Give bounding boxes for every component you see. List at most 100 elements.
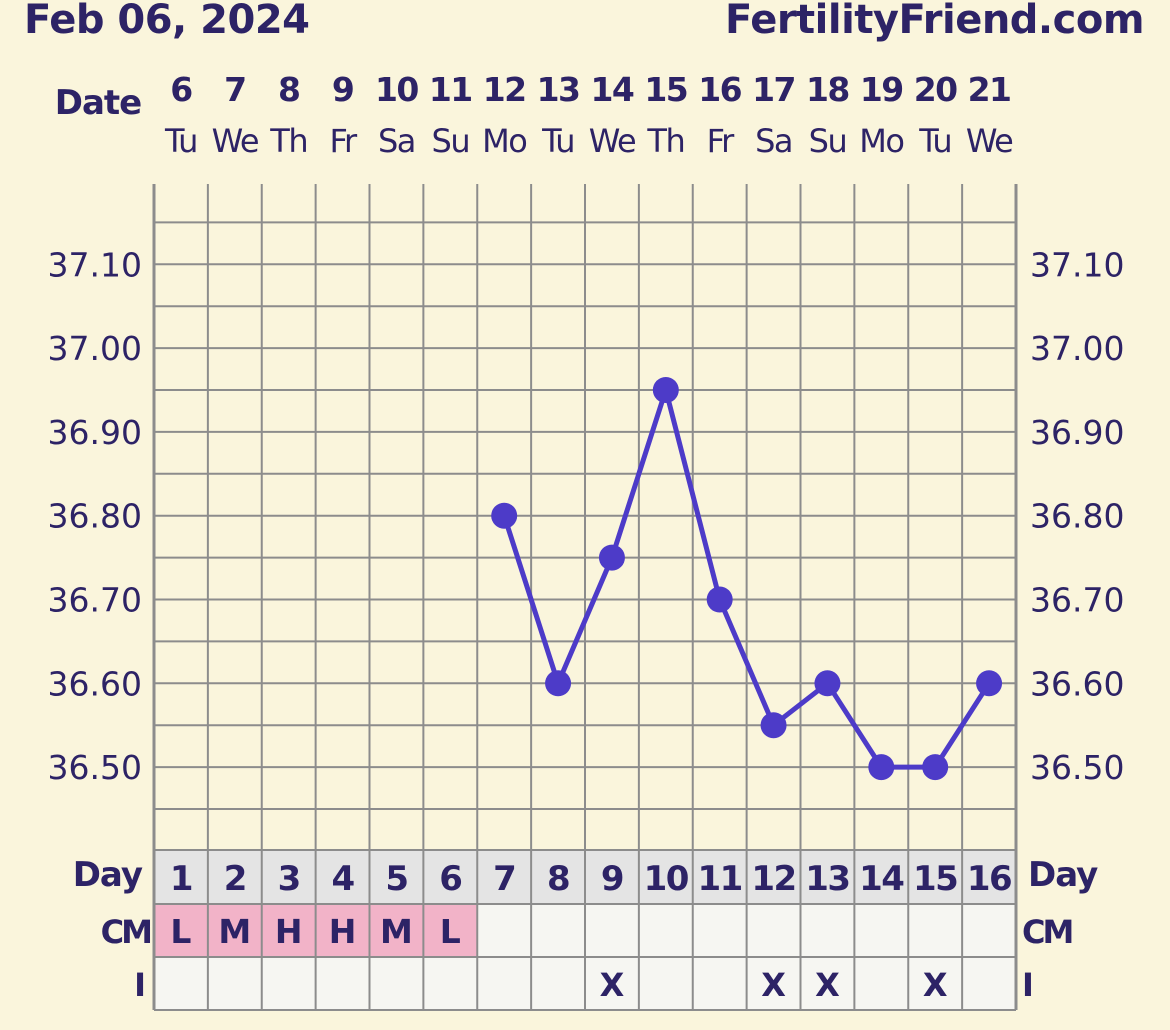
intercourse-row-label-left: I (134, 966, 146, 1004)
temperature-point (760, 712, 787, 739)
y-tick-label-right: 36.60 (1030, 664, 1124, 703)
cm-value: M (218, 912, 251, 951)
y-tick-label-left: 37.00 (48, 329, 142, 368)
date-label: 6 (170, 70, 192, 109)
date-label: 10 (375, 70, 418, 109)
date-label: 8 (278, 70, 299, 109)
cm-cell-fill (261, 904, 316, 957)
y-tick-label-left: 36.50 (48, 748, 142, 787)
cycle-day-label: 6 (439, 859, 461, 899)
y-tick-label-left: 36.60 (48, 664, 142, 703)
cycle-day-label: 12 (751, 859, 795, 899)
cycle-day-label: 16 (967, 859, 1011, 899)
temperature-series-line (501, 387, 992, 770)
weekday-label: Sa (378, 122, 415, 160)
weekday-label: We (966, 122, 1012, 160)
date-label: 15 (644, 70, 687, 109)
weekday-label: Th (269, 122, 307, 160)
chart-date-title: Feb 06, 2024 (24, 0, 310, 43)
y-tick-label-left: 36.80 (48, 497, 142, 536)
date-label: 9 (332, 70, 353, 109)
cycle-day-label: 4 (331, 859, 354, 899)
y-tick-label-left: 37.10 (48, 245, 142, 284)
intercourse-mark: X (761, 966, 786, 1004)
y-tick-label-left: 36.90 (48, 413, 142, 452)
cycle-day-label: 15 (913, 859, 957, 899)
date-label: 12 (483, 70, 526, 109)
temperature-point (868, 754, 895, 781)
cycle-day-label: 9 (601, 859, 623, 899)
date-label: 17 (752, 70, 795, 109)
weekday-label: We (589, 122, 635, 160)
weekday-label: Fr (707, 122, 736, 160)
cm-value: H (329, 912, 357, 951)
cycle-day-label: 10 (644, 859, 689, 899)
intercourse-mark: X (923, 966, 948, 1004)
cm-cell-fill (369, 904, 424, 957)
cycle-day-label: 8 (547, 859, 569, 899)
date-label: 7 (224, 70, 245, 109)
weekday-label: Th (646, 122, 684, 160)
date-label: 21 (968, 70, 1011, 109)
temperature-point (545, 670, 572, 697)
weekday-label: Fr (329, 122, 358, 160)
cycle-day-label: 5 (385, 859, 407, 899)
cm-value: L (440, 912, 461, 951)
cycle-day-label: 2 (224, 859, 246, 899)
weekday-label: Su (432, 122, 470, 160)
temperature-point (598, 544, 625, 571)
weekday-label: Mo (482, 122, 526, 160)
date-label: 14 (590, 70, 633, 109)
date-label: 16 (698, 70, 741, 109)
weekday-label: We (212, 122, 258, 160)
weekday-label: Tu (164, 122, 197, 160)
intercourse-mark: X (815, 966, 840, 1004)
y-tick-label-left: 36.70 (48, 581, 142, 620)
weekday-label: Sa (755, 122, 792, 160)
intercourse-mark: X (600, 966, 625, 1004)
intercourse-row-label-right: I (1022, 966, 1034, 1004)
weekday-label: Mo (859, 122, 903, 160)
weekday-label: Tu (541, 122, 574, 160)
y-tick-label-right: 37.00 (1030, 329, 1124, 368)
cm-row-label-left: CM (101, 913, 150, 951)
cm-cell-fill (315, 904, 370, 957)
y-tick-label-right: 36.80 (1030, 497, 1124, 536)
date-row-label: Date (55, 83, 141, 123)
cm-value: H (275, 912, 303, 951)
cycle-day-label: 14 (859, 859, 904, 899)
day-row-label-right: Day (1028, 855, 1098, 895)
cm-value: M (380, 912, 413, 951)
date-label: 19 (860, 70, 903, 109)
y-tick-label-right: 36.70 (1030, 581, 1124, 620)
date-label: 18 (806, 70, 849, 109)
day-row-label-left: Day (73, 855, 143, 895)
temperature-point (706, 586, 733, 613)
temperature-point (491, 502, 518, 529)
cycle-day-label: 7 (493, 859, 515, 899)
y-tick-label-right: 36.90 (1030, 413, 1124, 452)
date-label: 20 (914, 70, 957, 109)
y-tick-label-right: 37.10 (1030, 245, 1124, 284)
cycle-day-label: 3 (278, 859, 300, 899)
y-tick-label-right: 36.50 (1030, 748, 1124, 787)
site-name: FertilityFriend.com (724, 0, 1145, 43)
cm-cell-fill (423, 904, 478, 957)
weekday-label: Su (809, 122, 847, 160)
cycle-day-label: 11 (698, 859, 742, 899)
temperature-point (652, 377, 679, 403)
temperature-point (922, 754, 949, 781)
date-label: 13 (537, 70, 580, 109)
cm-value: L (170, 912, 191, 951)
temperature-point (976, 670, 1003, 697)
cm-row-label-right: CM (1022, 913, 1071, 951)
temperature-point (814, 670, 841, 697)
cycle-day-label: 1 (170, 859, 192, 899)
date-label: 11 (429, 70, 472, 109)
cm-cell-fill (154, 904, 208, 957)
cycle-day-label: 13 (805, 859, 849, 899)
weekday-label: Tu (918, 122, 951, 160)
cm-cell-fill (207, 904, 262, 957)
